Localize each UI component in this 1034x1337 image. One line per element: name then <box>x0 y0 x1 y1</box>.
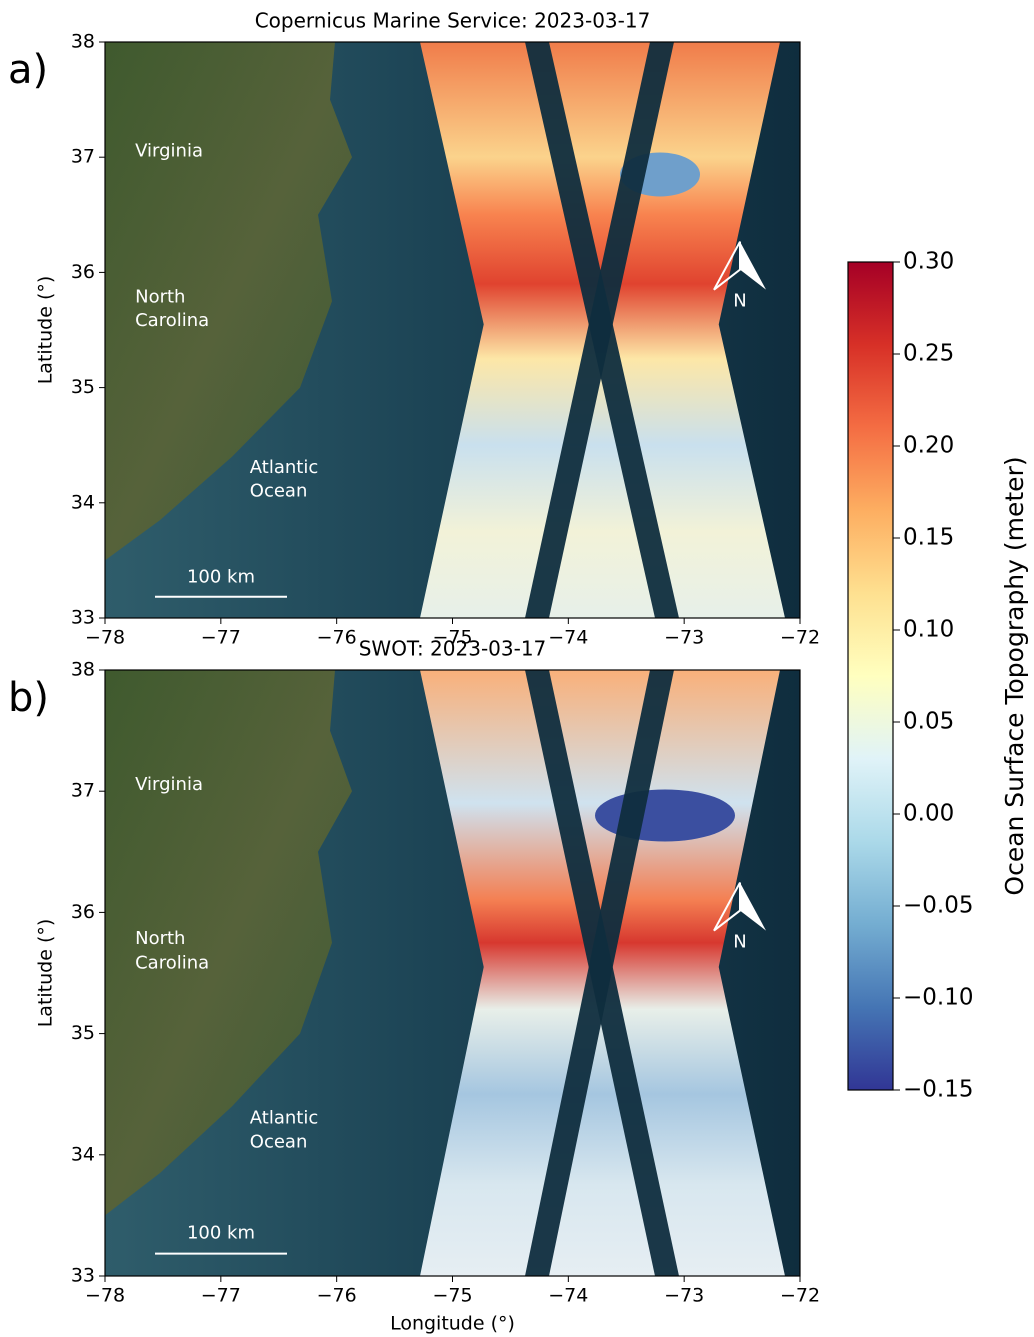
place-label: Ocean <box>250 1132 308 1153</box>
colorbar-tick-label: 0.05 <box>903 709 954 735</box>
x-tick-label: −72 <box>780 1285 820 1307</box>
colorbar-label: Ocean Surface Topography (meter) <box>1000 456 1029 895</box>
x-tick-label: −72 <box>780 627 820 649</box>
y-tick-label: 34 <box>71 1143 95 1165</box>
place-label: North <box>135 287 185 308</box>
y-axis-label: Latitude (°) <box>35 919 57 1028</box>
y-tick-label: 37 <box>71 146 95 168</box>
colorbar-tick-label: 0.30 <box>903 249 954 275</box>
x-tick-label: −75 <box>432 627 472 649</box>
x-tick-label: −76 <box>317 1285 357 1307</box>
x-tick-label: −73 <box>664 1285 704 1307</box>
y-tick-label: 33 <box>71 607 95 629</box>
place-label: Ocean <box>250 480 308 501</box>
nadir-gap <box>525 670 674 1276</box>
y-tick-label: 36 <box>71 901 95 923</box>
land <box>105 670 352 1216</box>
place-label: Atlantic <box>250 457 318 478</box>
place-label: Carolina <box>135 310 209 331</box>
panel-title: SWOT: 2023-03-17 <box>359 637 547 661</box>
x-tick-label: −73 <box>664 627 704 649</box>
land <box>105 42 352 561</box>
place-label: Carolina <box>135 952 209 973</box>
colorbar-tick-label: 0.00 <box>903 801 954 827</box>
north-arrow <box>740 882 766 931</box>
place-label: Virginia <box>135 140 203 161</box>
north-label: N <box>733 932 746 953</box>
scale-label: 100 km <box>187 1223 255 1244</box>
colorbar-tick-label: −0.15 <box>903 1077 973 1103</box>
y-tick-label: 36 <box>71 261 95 283</box>
y-tick-label: 34 <box>71 491 95 513</box>
y-tick-label: 37 <box>71 780 95 802</box>
panel-label: b) <box>8 675 49 721</box>
colorbar <box>847 261 894 1091</box>
x-tick-label: −77 <box>201 627 241 649</box>
nadir-gap <box>525 42 674 618</box>
panel-title: Copernicus Marine Service: 2023-03-17 <box>255 9 651 33</box>
x-tick-label: −75 <box>432 1285 472 1307</box>
x-tick-label: −74 <box>548 627 588 649</box>
y-tick-label: 38 <box>71 31 95 53</box>
y-tick-label: 35 <box>71 1022 95 1044</box>
swath <box>420 42 785 618</box>
north-arrow <box>740 241 766 290</box>
y-tick-label: 33 <box>71 1265 95 1287</box>
colorbar-tick-label: 0.20 <box>903 433 954 459</box>
y-tick-label: 35 <box>71 376 95 398</box>
low-patch <box>595 789 735 842</box>
north-label: N <box>733 291 746 312</box>
colorbar-tick-label: 0.10 <box>903 617 954 643</box>
x-tick-label: −74 <box>548 1285 588 1307</box>
x-tick-label: −78 <box>85 627 125 649</box>
x-tick-label: −77 <box>201 1285 241 1307</box>
scale-label: 100 km <box>187 567 255 588</box>
place-label: Virginia <box>135 774 203 795</box>
place-label: North <box>135 928 185 949</box>
panel-label: a) <box>8 47 48 93</box>
y-tick-label: 38 <box>71 659 95 681</box>
x-axis-label: Longitude (°) <box>390 1313 515 1335</box>
place-label: Atlantic <box>250 1107 318 1128</box>
x-tick-label: −78 <box>85 1285 125 1307</box>
colorbar-tick-label: 0.25 <box>903 341 954 367</box>
colorbar-tick-label: 0.15 <box>903 525 954 551</box>
colorbar-tick-label: −0.10 <box>903 985 973 1011</box>
x-tick-label: −76 <box>317 627 357 649</box>
y-axis-label: Latitude (°) <box>35 276 57 385</box>
colorbar-tick-label: −0.05 <box>903 893 973 919</box>
